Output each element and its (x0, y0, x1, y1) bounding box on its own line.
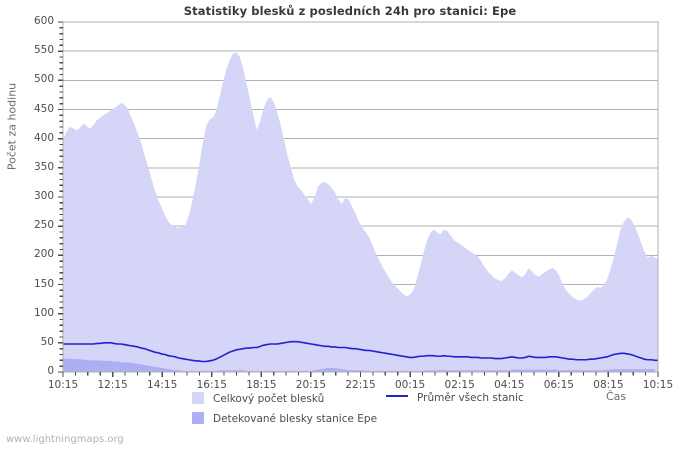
y-tick-0: 0 (47, 365, 54, 377)
y-tick-300: 300 (33, 190, 54, 202)
watermark-text: www.lightningmaps.org (6, 434, 124, 445)
x-tick-3: 16:15 (196, 379, 227, 391)
x-tick-5: 20:15 (295, 379, 327, 391)
x-tick-4: 18:15 (246, 379, 277, 391)
x-tick-12: 10:15 (642, 379, 674, 391)
legend-label-total: Celkový počet blesků (213, 393, 325, 405)
axis-ticks (58, 21, 659, 377)
x-tick-6: 22:15 (345, 379, 376, 391)
y-tick-150: 150 (33, 277, 54, 290)
y-tick-200: 200 (33, 248, 54, 261)
y-tick-450: 450 (33, 102, 54, 115)
legend-line-average (386, 395, 408, 397)
legend-swatch-total-area (192, 392, 204, 404)
x-tick-11: 08:15 (593, 379, 624, 391)
legend-item-average: Průměr všech stanic (386, 392, 524, 404)
legend-item-total: Celkový počet blesků (192, 392, 324, 405)
legend-item-station: Detekované blesky stanice Epe (192, 412, 377, 425)
x-tick-7: 00:15 (394, 379, 426, 391)
y-tick-350: 350 (33, 160, 54, 173)
chart-title: Statistiky blesků z posledních 24h pro s… (183, 4, 517, 18)
x-tick-10: 06:15 (543, 379, 574, 391)
y-tick-600: 600 (33, 15, 54, 27)
x-tick-8: 02:15 (444, 379, 475, 391)
legend-label-station: Detekované blesky stanice Epe (213, 413, 378, 425)
y-tick-100: 100 (33, 306, 54, 319)
x-tick-0: 10:15 (47, 379, 79, 391)
y-tick-400: 400 (33, 131, 54, 144)
x-tick-2: 14:15 (147, 379, 178, 391)
x-tick-1: 12:15 (97, 379, 128, 391)
legend-swatch-station-area (192, 412, 204, 424)
y-tick-500: 500 (33, 73, 54, 86)
legend-label-average: Průměr všech stanic (417, 392, 524, 404)
y-tick-550: 550 (33, 44, 54, 57)
y-tick-250: 250 (33, 219, 54, 232)
series-layer (63, 52, 658, 372)
y-tick-50: 50 (40, 335, 54, 348)
x-axis-label: Čas (606, 390, 627, 403)
x-tick-9: 04:15 (494, 379, 525, 391)
